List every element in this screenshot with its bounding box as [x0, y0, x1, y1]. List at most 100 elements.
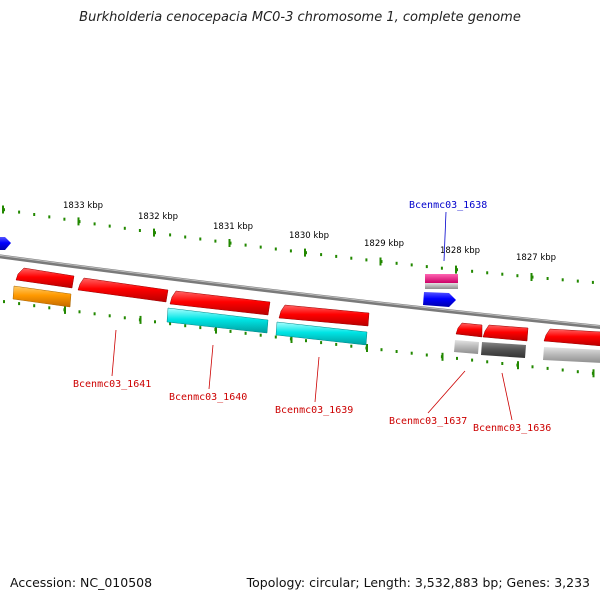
ruler-dot: [48, 306, 51, 310]
ruler-major-tick: [530, 273, 533, 281]
gene-label[interactable]: Bcenmc03_1637: [389, 416, 467, 427]
ruler-dot: [320, 341, 323, 345]
ruler-dot: [410, 263, 413, 267]
ruler-dot: [3, 300, 5, 304]
ruler-dot: [123, 316, 126, 320]
ruler-dot: [546, 366, 549, 370]
ruler-major-tick: [455, 265, 457, 274]
gene-feature[interactable]: [543, 328, 600, 347]
ruler-dot: [305, 339, 307, 343]
ruler-dot: [471, 269, 474, 273]
gene-feature[interactable]: [0, 237, 11, 250]
ruler-dot: [425, 353, 428, 357]
ruler-dot: [576, 370, 579, 374]
gene-feature[interactable]: [278, 304, 370, 327]
gene-feature[interactable]: [169, 290, 271, 316]
ruler-major-tick: [228, 239, 231, 247]
ruler-dot: [214, 239, 217, 243]
ruler-dot: [425, 265, 428, 269]
ruler-label: 1833 kbp: [63, 201, 103, 211]
ruler-major-tick: [2, 205, 4, 214]
ruler-label: 1832 kbp: [138, 212, 178, 222]
gene-feature[interactable]: [454, 340, 479, 354]
ruler-major-tick: [64, 305, 66, 314]
gene-feature[interactable]: [482, 324, 529, 342]
gene-feature[interactable]: [12, 285, 72, 308]
gene-feature[interactable]: [423, 292, 456, 307]
gene-feature[interactable]: [481, 342, 526, 358]
ruler-dot: [561, 278, 564, 282]
ruler-dot: [169, 233, 172, 237]
ruler-dot: [184, 235, 187, 239]
gene-label[interactable]: Bcenmc03_1640: [169, 392, 247, 403]
ruler-label: 1830 kbp: [289, 231, 329, 241]
ruler-dot: [93, 222, 96, 226]
gene-feature[interactable]: [425, 274, 458, 283]
ruler-dot: [78, 310, 81, 314]
gene-label[interactable]: Bcenmc03_1636: [473, 423, 551, 434]
outer-ruler: [2, 205, 594, 284]
ruler-dot: [274, 247, 277, 251]
leader-line: [208, 344, 214, 390]
gene-feature[interactable]: [455, 322, 483, 338]
ruler-label: 1827 kbp: [516, 253, 556, 263]
ruler-major-tick: [290, 335, 293, 343]
ruler-dot: [320, 253, 323, 257]
ruler-dot: [199, 237, 202, 241]
gene-feature[interactable]: [166, 307, 269, 334]
ruler-dot: [501, 362, 504, 365]
ruler-dot: [486, 360, 489, 364]
topology-text: Topology: circular; Length: 3,532,883 bp…: [246, 575, 590, 590]
ruler-dot: [244, 331, 247, 335]
gene-feature[interactable]: [543, 347, 600, 363]
ruler-dot: [93, 312, 96, 316]
gene-feature[interactable]: [15, 267, 75, 289]
ruler-major-tick: [304, 248, 306, 257]
ruler-dot: [456, 356, 458, 360]
ruler-dot: [531, 365, 534, 369]
ruler-dot: [576, 279, 579, 283]
ruler-dot: [440, 266, 443, 270]
ruler-dot: [33, 304, 36, 308]
ruler-major-tick: [139, 315, 142, 324]
ruler-dot: [169, 322, 172, 326]
gene-feature-shadow: [425, 283, 458, 289]
ruler-dot: [365, 258, 368, 262]
ruler-dot: [108, 314, 111, 318]
ruler-dot: [395, 261, 398, 265]
ruler-major-tick: [379, 257, 382, 266]
accession-text: Accession: NC_010508: [10, 575, 153, 590]
inner-ruler: [3, 300, 595, 378]
ruler-dot: [33, 213, 36, 216]
ruler-major-tick: [517, 361, 519, 370]
ruler-label: 1829 kbp: [364, 239, 404, 249]
gene-feature[interactable]: [275, 321, 368, 346]
ruler-dot: [395, 350, 398, 353]
ruler-major-tick: [77, 217, 80, 226]
gene-label[interactable]: Bcenmc03_1639: [275, 405, 353, 416]
map-title: Burkholderia cenocepacia MC0-3 chromosom…: [79, 10, 521, 25]
leader-line: [443, 211, 447, 262]
ruler-major-tick: [153, 228, 155, 237]
gene-label[interactable]: Bcenmc03_1641: [73, 379, 151, 390]
leader-line: [314, 356, 320, 403]
ruler-dot: [244, 243, 247, 247]
ruler-major-tick: [592, 369, 595, 378]
ruler-dot: [546, 277, 549, 280]
ruler-dot: [184, 324, 187, 328]
gene-label[interactable]: Bcenmc03_1638: [409, 200, 487, 211]
ruler-major-tick: [366, 344, 368, 352]
ruler-dot: [350, 256, 353, 260]
ruler-major-tick: [215, 325, 217, 334]
ruler-major-tick: [441, 352, 444, 361]
chromosome-backbone: [0, 254, 600, 330]
ruler-dot: [18, 302, 21, 306]
gene-feature[interactable]: [77, 277, 169, 303]
leader-line: [111, 329, 117, 377]
ruler-dot: [380, 348, 383, 352]
ruler-dot: [18, 210, 21, 214]
ruler-dot: [471, 358, 474, 362]
ruler-dot: [561, 368, 564, 372]
ruler-dot: [138, 229, 141, 232]
